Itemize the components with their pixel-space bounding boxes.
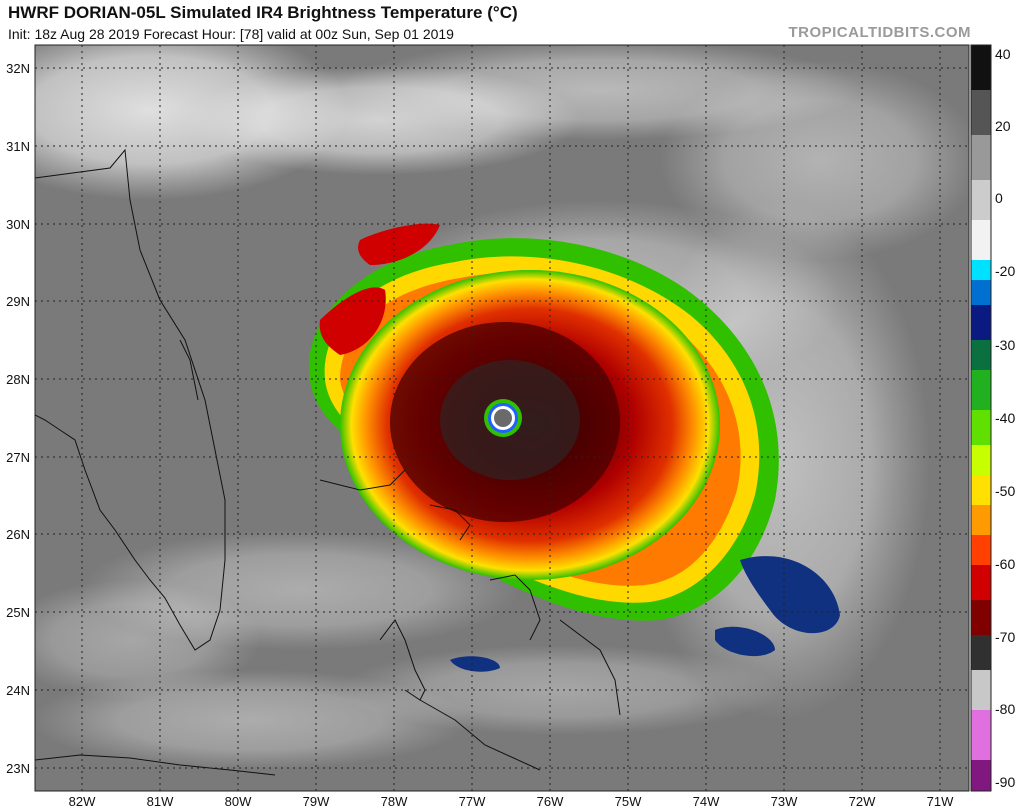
colorbar-tick: -40 — [995, 410, 1015, 426]
page-title: HWRF DORIAN-05L Simulated IR4 Brightness… — [8, 3, 518, 22]
lat-label: 30N — [6, 217, 30, 232]
lat-label: 27N — [6, 450, 30, 465]
lat-label: 26N — [6, 527, 30, 542]
lat-label: 28N — [6, 372, 30, 387]
lon-label: 73W — [771, 794, 798, 809]
hurricane-cloud-shield — [308, 223, 840, 672]
site-credit: TROPICALTIDBITS.COM — [788, 24, 971, 41]
lon-label: 71W — [927, 794, 954, 809]
lat-label: 24N — [6, 683, 30, 698]
colorbar-tick: -20 — [995, 263, 1015, 279]
lon-label: 77W — [459, 794, 486, 809]
lon-label: 72W — [849, 794, 876, 809]
latitude-labels: 32N 31N 30N 29N 28N 27N 26N 25N 24N 23N — [6, 61, 30, 776]
map-frame — [34, 44, 970, 792]
colorbar-tick: -50 — [995, 483, 1015, 499]
colorbar-tick: 0 — [995, 190, 1003, 206]
lon-label: 74W — [693, 794, 720, 809]
colorbar-tick: 40 — [995, 46, 1011, 62]
colorbar-tick: -60 — [995, 556, 1015, 572]
coastline-outlines — [35, 148, 621, 776]
lon-label: 80W — [225, 794, 252, 809]
lat-label: 32N — [6, 61, 30, 76]
temperature-colorbar: 40 20 0 -20 -30 -40 -50 -60 -70 -80 -90 — [970, 44, 1015, 792]
colorbar-tick: -70 — [995, 629, 1015, 645]
lon-label: 76W — [537, 794, 564, 809]
lon-label: 82W — [69, 794, 96, 809]
lat-label: 29N — [6, 294, 30, 309]
lat-label: 25N — [6, 605, 30, 620]
lon-label: 78W — [381, 794, 408, 809]
longitude-labels: 82W 81W 80W 79W 78W 77W 76W 75W 74W 73W … — [69, 794, 954, 809]
colorbar-tick: 20 — [995, 118, 1011, 134]
lon-label: 81W — [147, 794, 174, 809]
colorbar-tick: -90 — [995, 774, 1015, 790]
lon-label: 75W — [615, 794, 642, 809]
colorbar-tick: -80 — [995, 701, 1015, 717]
lon-label: 79W — [303, 794, 330, 809]
init-forecast-info: Init: 18z Aug 28 2019 Forecast Hour: [78… — [8, 26, 454, 42]
hurricane-eye — [494, 409, 512, 427]
lat-label: 23N — [6, 761, 30, 776]
lat-lon-grid — [35, 45, 969, 791]
lat-label: 31N — [6, 139, 30, 154]
colorbar-tick: -30 — [995, 337, 1015, 353]
